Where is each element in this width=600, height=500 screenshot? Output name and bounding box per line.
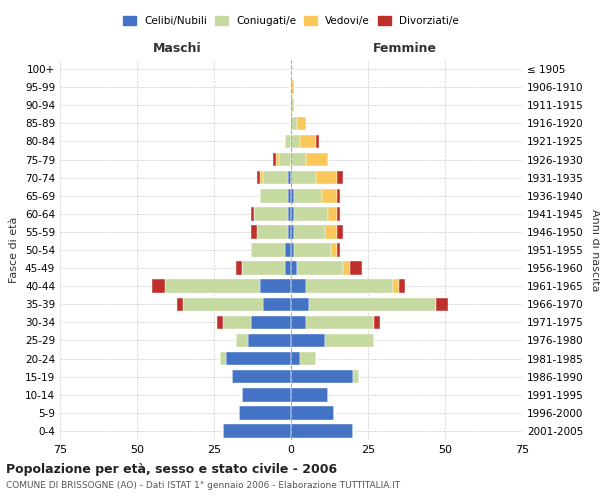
Bar xyxy=(374,316,380,329)
Bar xyxy=(257,225,288,238)
Bar xyxy=(275,152,278,166)
Text: Popolazione per età, sesso e stato civile - 2006: Popolazione per età, sesso e stato civil… xyxy=(6,462,337,475)
Bar xyxy=(177,298,183,311)
Bar xyxy=(260,171,263,184)
Bar xyxy=(300,134,316,148)
Bar xyxy=(236,262,242,275)
Text: Femmine: Femmine xyxy=(373,42,437,54)
Bar xyxy=(251,243,285,257)
Bar xyxy=(285,134,291,148)
Bar xyxy=(288,171,291,184)
Bar xyxy=(325,225,337,238)
Bar xyxy=(291,98,294,112)
Bar xyxy=(242,388,291,402)
Bar xyxy=(278,152,291,166)
Bar xyxy=(242,262,285,275)
Bar xyxy=(337,243,340,257)
Bar xyxy=(297,262,343,275)
Bar xyxy=(254,207,288,220)
Bar xyxy=(291,243,294,257)
Text: COMUNE DI BRISSOGNE (AO) - Dati ISTAT 1° gennaio 2006 - Elaborazione TUTTITALIA.: COMUNE DI BRISSOGNE (AO) - Dati ISTAT 1°… xyxy=(6,480,400,490)
Bar xyxy=(291,280,307,293)
Bar xyxy=(294,243,331,257)
Bar xyxy=(285,243,291,257)
Bar xyxy=(226,352,291,366)
Bar xyxy=(399,280,405,293)
Bar xyxy=(392,280,399,293)
Bar xyxy=(251,207,254,220)
Bar xyxy=(322,189,337,202)
Bar xyxy=(260,189,288,202)
Bar xyxy=(291,370,353,384)
Bar xyxy=(307,280,392,293)
Bar xyxy=(343,262,350,275)
Bar xyxy=(350,262,362,275)
Bar xyxy=(291,207,294,220)
Bar xyxy=(291,171,316,184)
Bar xyxy=(291,116,297,130)
Bar xyxy=(291,298,310,311)
Bar xyxy=(436,298,448,311)
Bar xyxy=(294,207,328,220)
Bar xyxy=(291,334,325,347)
Bar xyxy=(300,352,316,366)
Bar xyxy=(310,298,436,311)
Bar xyxy=(232,370,291,384)
Bar xyxy=(165,280,260,293)
Y-axis label: Fasce di età: Fasce di età xyxy=(10,217,19,283)
Bar xyxy=(285,262,291,275)
Bar xyxy=(272,152,275,166)
Bar xyxy=(263,298,291,311)
Bar xyxy=(223,316,251,329)
Bar xyxy=(288,189,291,202)
Bar xyxy=(316,134,319,148)
Bar xyxy=(291,406,334,419)
Bar xyxy=(183,298,263,311)
Bar xyxy=(251,225,257,238)
Bar xyxy=(291,388,328,402)
Bar xyxy=(325,334,374,347)
Bar xyxy=(307,152,328,166)
Bar xyxy=(291,189,294,202)
Text: Maschi: Maschi xyxy=(153,42,202,54)
Bar xyxy=(223,424,291,438)
Bar xyxy=(291,152,307,166)
Bar xyxy=(260,280,291,293)
Legend: Celibi/Nubili, Coniugati/e, Vedovi/e, Divorziati/e: Celibi/Nubili, Coniugati/e, Vedovi/e, Di… xyxy=(119,12,463,30)
Bar xyxy=(217,316,223,329)
Bar xyxy=(291,80,294,94)
Bar xyxy=(294,189,322,202)
Bar xyxy=(236,334,248,347)
Bar xyxy=(353,370,359,384)
Bar xyxy=(291,262,297,275)
Bar xyxy=(251,316,291,329)
Bar xyxy=(307,316,374,329)
Bar xyxy=(257,171,260,184)
Bar xyxy=(239,406,291,419)
Bar xyxy=(316,171,337,184)
Bar xyxy=(337,225,343,238)
Bar xyxy=(337,171,343,184)
Bar xyxy=(248,334,291,347)
Bar xyxy=(291,316,307,329)
Bar xyxy=(294,225,325,238)
Bar xyxy=(288,225,291,238)
Bar xyxy=(152,280,165,293)
Bar xyxy=(328,207,337,220)
Bar xyxy=(291,352,300,366)
Bar xyxy=(291,424,353,438)
Bar xyxy=(297,116,307,130)
Bar xyxy=(337,207,340,220)
Bar xyxy=(331,243,337,257)
Y-axis label: Anni di nascita: Anni di nascita xyxy=(590,209,600,291)
Bar xyxy=(291,225,294,238)
Bar xyxy=(263,171,288,184)
Bar xyxy=(291,134,300,148)
Bar xyxy=(288,207,291,220)
Bar xyxy=(220,352,226,366)
Bar xyxy=(337,189,340,202)
